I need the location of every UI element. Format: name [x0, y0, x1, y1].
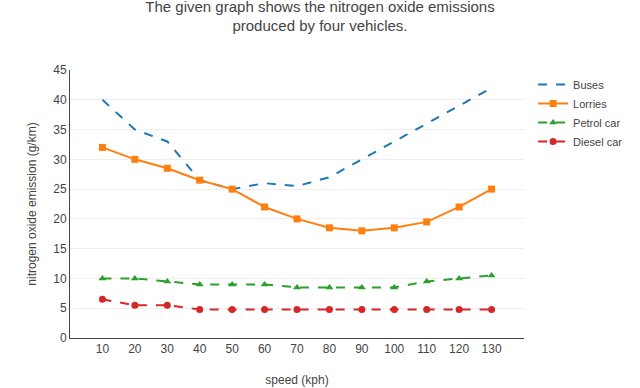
svg-text:120: 120 [449, 342, 469, 356]
svg-text:90: 90 [355, 342, 369, 356]
svg-text:10: 10 [53, 272, 67, 286]
svg-text:The given graph shows the nitr: The given graph shows the nitrogen oxide… [145, 0, 494, 34]
svg-text:25: 25 [53, 182, 67, 196]
svg-text:30: 30 [161, 342, 175, 356]
svg-text:40: 40 [193, 342, 207, 356]
svg-text:60: 60 [258, 342, 272, 356]
svg-text:30: 30 [53, 153, 67, 167]
svg-text:20: 20 [53, 212, 67, 226]
svg-text:100: 100 [384, 342, 404, 356]
svg-text:20: 20 [128, 342, 142, 356]
svg-text:5: 5 [60, 301, 67, 315]
svg-text:Diesel car: Diesel car [573, 136, 622, 148]
svg-text:0: 0 [60, 331, 67, 345]
svg-text:130: 130 [482, 342, 502, 356]
svg-text:10: 10 [96, 342, 110, 356]
svg-text:speed (kph): speed (kph) [265, 373, 328, 387]
svg-text:70: 70 [290, 342, 304, 356]
svg-text:nitrogen oxide emission (g/km): nitrogen oxide emission (g/km) [25, 122, 39, 285]
svg-text:110: 110 [417, 342, 436, 356]
svg-text:45: 45 [53, 63, 67, 77]
svg-text:40: 40 [53, 93, 67, 107]
svg-text:80: 80 [323, 342, 337, 356]
svg-text:35: 35 [53, 123, 67, 137]
svg-text:Lorries: Lorries [573, 98, 607, 110]
svg-text:50: 50 [225, 342, 239, 356]
svg-text:Buses: Buses [573, 79, 604, 91]
svg-text:Petrol car: Petrol car [573, 117, 620, 129]
svg-text:15: 15 [53, 242, 67, 256]
